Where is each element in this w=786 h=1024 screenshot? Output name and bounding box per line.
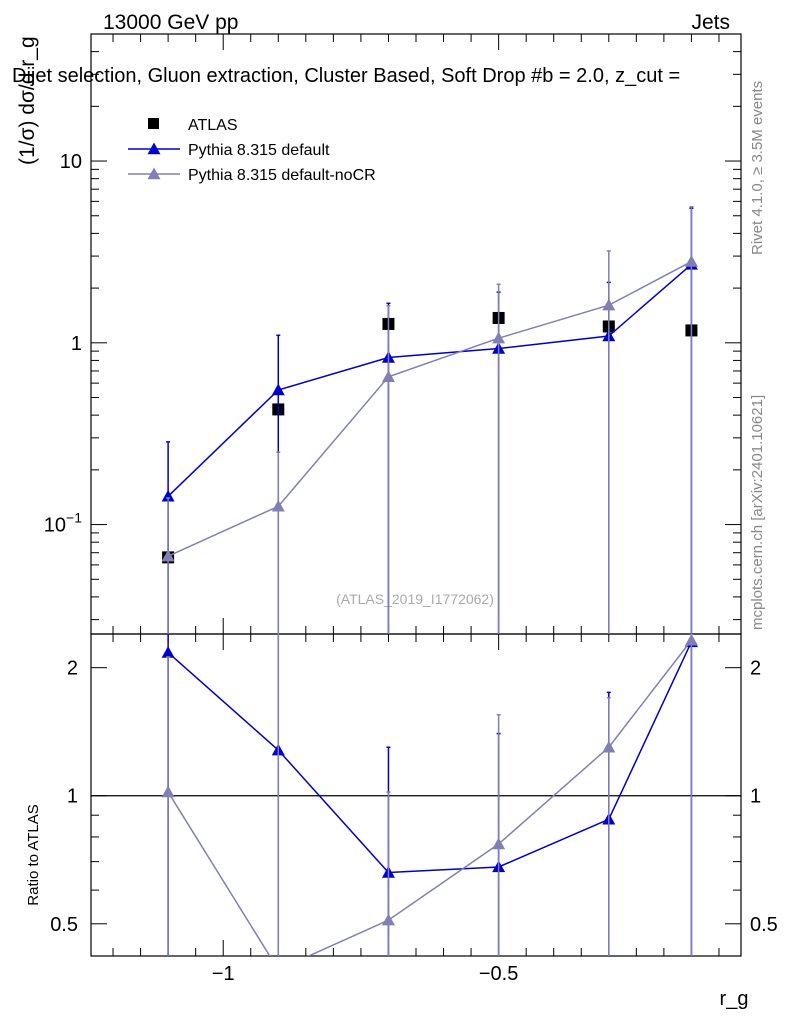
ratio-point-1 xyxy=(272,963,285,975)
ratio-point-0 xyxy=(161,646,175,658)
source-label: mcplots.cern.ch [arXiv:2401.10621] xyxy=(749,395,766,630)
ratio-point-1 xyxy=(381,913,395,926)
series-point-2 xyxy=(492,331,506,344)
series-point-2 xyxy=(161,549,175,562)
analysis-watermark: (ATLAS_2019_I1772062) xyxy=(336,591,494,607)
series-point-2 xyxy=(271,499,285,512)
main-y-tick-label: 10−1 xyxy=(44,510,82,537)
energy-label: 13000 GeV pp xyxy=(103,11,238,34)
ratio-point-1 xyxy=(161,785,175,798)
x-tick-label: −0.5 xyxy=(479,963,518,985)
x-axis-label: r_g xyxy=(720,988,749,1010)
axis-tick-labels: 10−1 1 10 0.5 0.5 1 1 2 2 −1 −0.5 xyxy=(44,151,778,985)
main-panel-data xyxy=(161,206,698,634)
main-y-axis-label: (1/σ) dσ/d r_g xyxy=(16,36,39,165)
plot-title: Dijet selection, Gluon extraction, Clust… xyxy=(12,65,680,87)
legend-entry-label: ATLAS xyxy=(188,117,238,134)
ratio-point-1 xyxy=(492,837,506,850)
series-line-2 xyxy=(167,260,692,557)
ratio-y-tick-label-right: 2 xyxy=(750,658,761,680)
ratio-line-0 xyxy=(167,641,693,874)
series-point-2 xyxy=(684,255,698,267)
ratio-y-tick-label: 0.5 xyxy=(50,914,78,936)
ratio-y-tick-label-right: 1 xyxy=(750,786,761,808)
series-point-2 xyxy=(602,298,616,311)
legend-marker-atlas xyxy=(148,118,159,129)
ratio-y-tick-label: 2 xyxy=(67,658,78,680)
ratio-line-1 xyxy=(167,639,693,956)
ratio-point-1 xyxy=(602,740,616,753)
rivet-version-label: Rivet 4.1.0, ≥ 3.5M events xyxy=(749,81,766,255)
x-tick-label: −1 xyxy=(212,963,235,985)
series-line-1 xyxy=(167,263,692,497)
legend-marker xyxy=(147,167,161,180)
category-label: Jets xyxy=(691,11,730,34)
legend: ATLAS Pythia 8.315 default Pythia 8.315 de… xyxy=(128,117,376,184)
ratio-y-tick-label: 1 xyxy=(67,786,78,808)
legend-entry-label: Pythia 8.315 default xyxy=(188,142,330,159)
series-point-2 xyxy=(381,370,395,383)
ratio-panel-frame xyxy=(90,633,742,957)
ratio-y-tick-label-right: 0.5 xyxy=(750,914,778,936)
ratio-panel-data xyxy=(161,634,698,975)
ratio-y-axis-label: Ratio to ATLAS xyxy=(25,804,42,905)
legend-marker xyxy=(147,142,161,155)
series-point-1 xyxy=(161,489,175,502)
series-point-1 xyxy=(271,383,285,396)
main-y-tick-label: 1 xyxy=(71,333,82,355)
ratio-point-1 xyxy=(684,634,698,646)
legend-entry-label: Pythia 8.315 default-noCR xyxy=(188,167,376,184)
main-y-tick-label: 10 xyxy=(60,151,82,173)
